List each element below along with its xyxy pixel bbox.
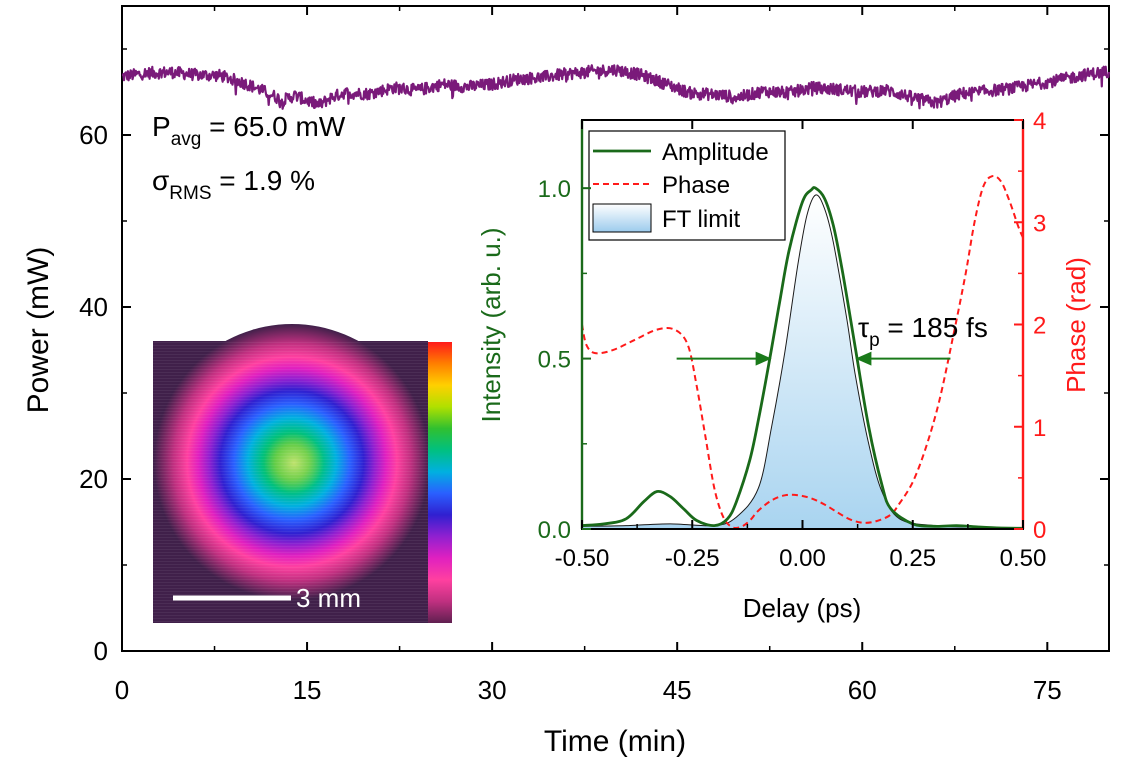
main-x-tick-label: 45 — [663, 675, 692, 705]
pavg-value: = 65.0 mW — [201, 111, 346, 142]
tau-subscript: p — [869, 330, 880, 351]
main-y-axis-title: Power (mW) — [22, 247, 55, 414]
main-plot-frame — [121, 5, 1110, 652]
main-y-tick-label: 0 — [94, 636, 108, 666]
sigma-annotation: σRMS = 1.9 % — [152, 165, 315, 204]
main-x-tick-label: 30 — [478, 675, 507, 705]
amplitude-series-line — [581, 186, 1024, 530]
inset-y2-tick-label: 3 — [1033, 210, 1046, 237]
inset-y-tick-label: 1.0 — [538, 176, 571, 203]
phase-series-line — [581, 175, 1024, 530]
inset-y2-tick-label: 0 — [1033, 517, 1046, 544]
main-x-axis-title: Time (min) — [544, 725, 686, 758]
inset-x-ticks: -0.50 -0.25 0.00 0.25 0.50 — [555, 120, 1047, 572]
inset-y-tick-label: 0.5 — [538, 347, 571, 374]
inset-y-ticks: 0.0 0.5 1.0 — [538, 176, 591, 544]
main-x-tick-label: 60 — [848, 675, 877, 705]
inset-y2-tick-label: 1 — [1033, 415, 1046, 442]
main-x-tick-label: 0 — [115, 675, 129, 705]
inset-y-tick-label: 0.0 — [538, 517, 571, 544]
inset-y2-axis-title: Phase (rad) — [1061, 257, 1091, 393]
legend-ft-label: FT limit — [662, 206, 741, 233]
inset-x-tick-label: 0.00 — [779, 545, 826, 572]
pavg-symbol: P — [152, 111, 171, 142]
legend-ft-swatch — [592, 203, 652, 233]
power-series-line — [121, 64, 1111, 110]
beam-image-noise — [153, 341, 428, 623]
pulse-inset-chart: τp = 185 fs Amplitude Phase FT limit -0.… — [476, 108, 1091, 623]
inset-y2-tick-label: 4 — [1033, 108, 1046, 135]
inset-x-tick-label: 0.25 — [889, 545, 936, 572]
sigma-value: = 1.9 % — [212, 165, 316, 196]
legend-amplitude-label: Amplitude — [662, 139, 769, 166]
ft-limit-area — [581, 194, 1024, 530]
fwhm-right-arrowhead — [855, 351, 872, 366]
pavg-annotation: Pavg = 65.0 mW — [152, 111, 346, 150]
main-y-tick-label: 60 — [79, 120, 108, 150]
inset-x-axis-title: Delay (ps) — [743, 593, 861, 623]
main-x-tick-label: 15 — [293, 675, 322, 705]
main-x-ticks: 0 15 30 45 60 75 — [115, 6, 1062, 705]
tau-value: = 185 fs — [880, 312, 988, 343]
main-y-tick-label: 20 — [79, 464, 108, 494]
sigma-symbol: σ — [152, 165, 169, 196]
scale-bar-label: 3 mm — [296, 583, 361, 613]
sigma-subscript: RMS — [169, 183, 211, 204]
fwhm-left-arrowhead — [755, 351, 772, 366]
inset-legend: Amplitude Phase FT limit — [588, 130, 786, 241]
main-x-tick-label: 75 — [1033, 675, 1062, 705]
beam-profile-inset: 3 mm — [153, 324, 452, 623]
inset-y-axis-title: Intensity (arb. u.) — [476, 227, 506, 422]
colorbar — [428, 342, 452, 623]
inset-x-tick-label: 0.50 — [1000, 545, 1047, 572]
inset-y2-ticks: 0 1 2 3 4 — [1014, 108, 1046, 544]
inset-y2-tick-label: 2 — [1033, 313, 1046, 340]
inset-x-tick-label: -0.50 — [555, 545, 610, 572]
main-y-tick-label: 40 — [79, 292, 108, 322]
tau-annotation: τp = 185 fs — [858, 312, 988, 351]
tau-symbol: τ — [858, 312, 869, 343]
pavg-subscript: avg — [171, 129, 202, 150]
inset-x-tick-label: -0.25 — [665, 545, 720, 572]
legend-phase-label: Phase — [662, 172, 730, 199]
